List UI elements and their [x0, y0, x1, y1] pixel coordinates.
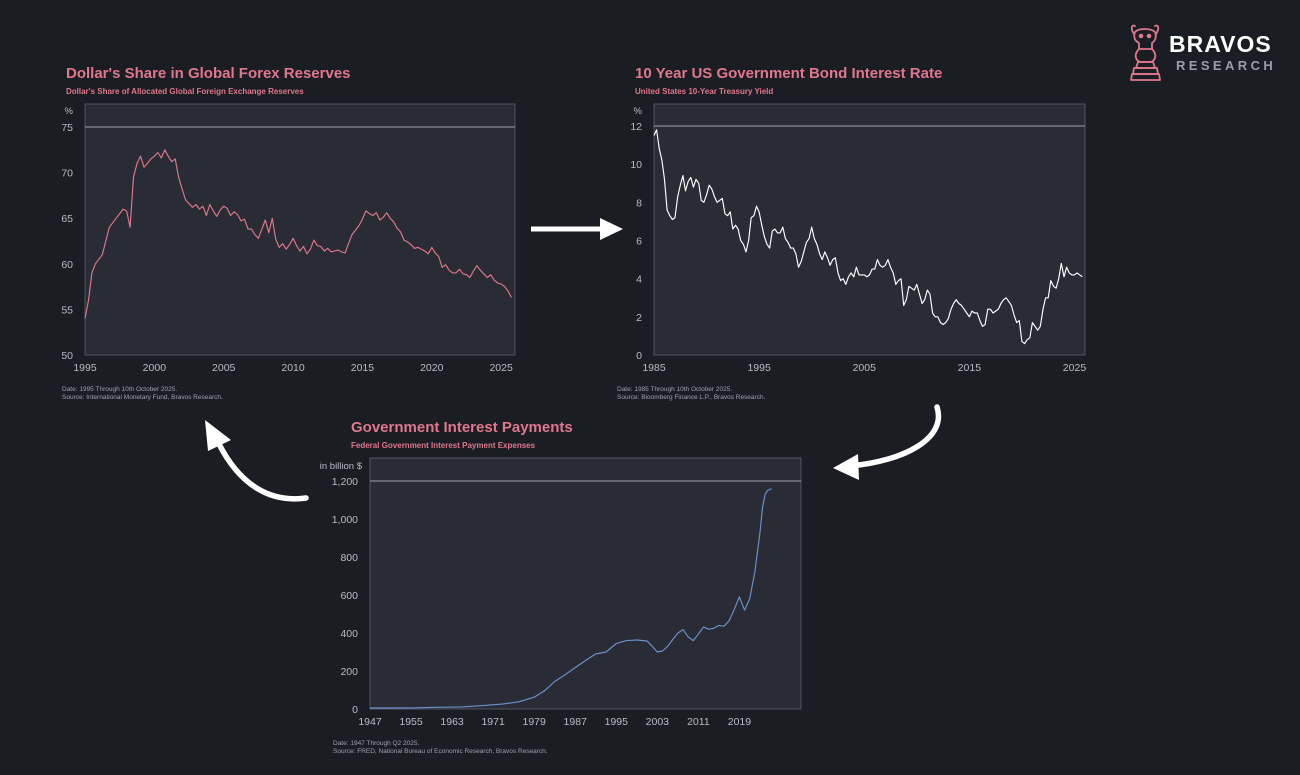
- yield-x-tick-label: 1995: [747, 362, 771, 374]
- interest-x-tick-label: 1987: [564, 716, 588, 728]
- yield-y-tick-label: 10: [630, 159, 642, 171]
- reserves-chart-subtitle: Dollar's Share of Allocated Global Forei…: [66, 87, 304, 96]
- yield-x-tick-label: 2025: [1063, 362, 1087, 374]
- reserves-source-note: Source: International Monetary Fund, Bra…: [62, 394, 223, 401]
- yield-source-note: Source: Bloomberg Finance L.P., Bravos R…: [617, 394, 766, 401]
- interest-y-tick-label: 1,000: [332, 514, 358, 526]
- yield-date-note: Date: 1985 Through 10th October 2025.: [617, 386, 733, 393]
- interest-plot-area: [369, 457, 802, 710]
- reserves-chart-title: Dollar's Share in Global Forex Reserves: [66, 65, 351, 82]
- interest-y-tick-label: 400: [340, 628, 358, 640]
- reserves-y-tick-label: 60: [61, 259, 73, 271]
- reserves-x-tick-label: 2005: [212, 362, 236, 374]
- yield-x-tick-label: 2015: [958, 362, 982, 374]
- interest-unit-label: in billion $: [320, 461, 363, 472]
- reserves-x-tick-label: 2025: [489, 362, 513, 374]
- interest-x-tick-label: 1995: [605, 716, 629, 728]
- brand-tagline: RESEARCH: [1176, 58, 1277, 73]
- interest-y-tick-label: 200: [340, 666, 358, 678]
- reserves-x-tick-label: 2015: [351, 362, 375, 374]
- yield-series-line: [653, 129, 1083, 345]
- reserves-y-tick-label: 50: [61, 350, 73, 362]
- yield-chart-title: 10 Year US Government Bond Interest Rate: [635, 65, 943, 82]
- brand-name: BRAVOS: [1169, 31, 1272, 57]
- interest-source-note: Source: FRED, National Bureau of Economi…: [333, 748, 548, 755]
- interest-chart-title: Government Interest Payments: [351, 419, 573, 436]
- yield-y-tick-label: 12: [630, 121, 642, 133]
- yield-unit-label: %: [634, 106, 643, 117]
- interest-y-tick-label: 1,200: [332, 476, 358, 488]
- yield-x-tick-label: 1985: [642, 362, 666, 374]
- interest-series-line: [370, 488, 772, 709]
- interest-y-tick-label: 0: [352, 704, 358, 716]
- interest-x-tick-label: 1955: [399, 716, 423, 728]
- yield-y-tick-label: 2: [636, 312, 642, 324]
- interest-date-note: Date: 1947 Through Q2 2025.: [333, 740, 420, 747]
- interest-x-tick-label: 1971: [481, 716, 505, 728]
- reserves-y-tick-label: 70: [61, 168, 73, 180]
- interest-y-tick-label: 600: [340, 590, 358, 602]
- reserves-x-tick-label: 2000: [143, 362, 167, 374]
- interest-y-tick-label: 800: [340, 552, 358, 564]
- brand-logo: BRAVOS RESEARCH: [1126, 22, 1286, 86]
- interest-chart-subtitle: Federal Government Interest Payment Expe…: [351, 441, 536, 450]
- reserves-date-note: Date: 1995 Through 10th October 2025.: [62, 386, 178, 393]
- yield-y-tick-label: 0: [636, 350, 642, 362]
- interest-x-tick-label: 2019: [728, 716, 752, 728]
- reserves-y-tick-label: 75: [61, 122, 73, 134]
- reserves-y-tick-label: 65: [61, 213, 73, 225]
- reserves-series-line: [84, 149, 513, 319]
- interest-x-tick-label: 1947: [358, 716, 382, 728]
- yield-y-tick-label: 6: [636, 236, 642, 248]
- interest-x-tick-label: 1963: [440, 716, 464, 728]
- yield-y-tick-label: 8: [636, 197, 642, 209]
- interest-x-tick-label: 1979: [523, 716, 547, 728]
- reserves-x-tick-label: 1995: [73, 362, 97, 374]
- reserves-x-tick-label: 2020: [420, 362, 444, 374]
- reserves-y-tick-label: 55: [61, 304, 73, 316]
- yield-chart-subtitle: United States 10-Year Treasury Yield: [635, 87, 774, 96]
- yield-y-tick-label: 4: [636, 274, 642, 286]
- reserves-x-tick-label: 2010: [281, 362, 305, 374]
- reserves-unit-label: %: [65, 106, 74, 117]
- interest-x-tick-label: 2003: [646, 716, 670, 728]
- yield-x-tick-label: 2005: [853, 362, 877, 374]
- interest-x-tick-label: 2011: [687, 716, 710, 728]
- bull-knight-logo-icon: [1130, 24, 1161, 81]
- reserves-plot-area: [84, 103, 516, 356]
